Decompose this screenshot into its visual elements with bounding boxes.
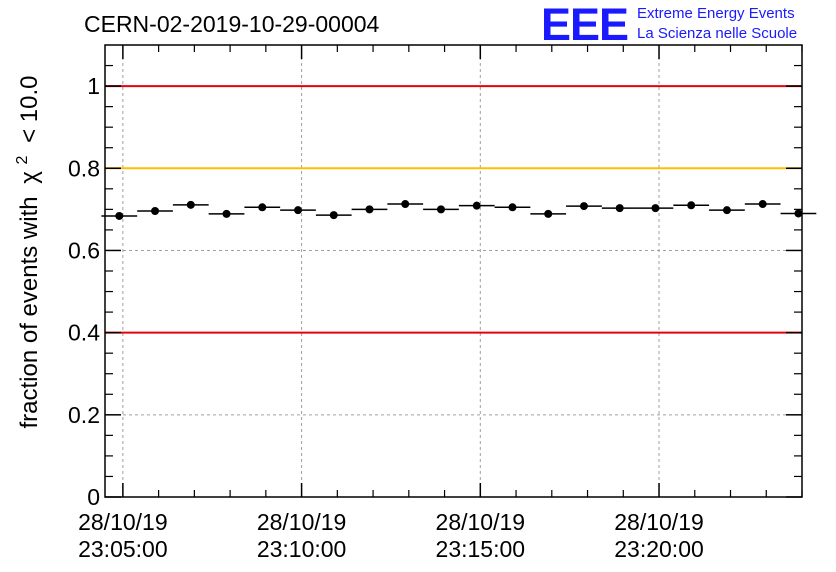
y-axis-label-text: fraction of events with xyxy=(16,196,43,428)
y-tick-label: 0 xyxy=(87,484,100,510)
eee-logo-line1: Extreme Energy Events xyxy=(637,5,795,22)
data-point xyxy=(329,211,338,220)
data-point xyxy=(687,201,696,210)
data-point xyxy=(294,206,303,215)
x-tick-label-date: 28/10/19 xyxy=(436,509,526,535)
y-axis-ticks: 0 0.2 0.4 0.6 0.8 1 xyxy=(68,64,802,510)
x-tick-label-time: 23:15:00 xyxy=(436,536,526,562)
grid-lines xyxy=(105,45,802,497)
eee-logo-mark: EEE xyxy=(541,0,628,50)
data-points xyxy=(101,200,817,220)
data-point xyxy=(544,209,553,218)
data-point xyxy=(794,209,803,218)
y-tick-label: 0.6 xyxy=(68,237,100,263)
x-tick-label-date: 28/10/19 xyxy=(257,509,347,535)
data-point xyxy=(115,211,124,220)
y-tick-label: 1 xyxy=(87,73,100,99)
data-point xyxy=(436,205,445,214)
data-point xyxy=(615,204,624,213)
y-tick-label: 0.2 xyxy=(68,402,100,428)
data-point xyxy=(579,202,588,211)
data-point xyxy=(722,206,731,215)
data-point xyxy=(151,207,160,216)
y-axis-label-power: 2 xyxy=(14,155,31,164)
x-tick-label-date: 28/10/19 xyxy=(78,509,168,535)
data-point xyxy=(258,203,267,212)
y-axis-label-suffix: < 10.0 xyxy=(16,75,43,142)
x-axis-ticks: 28/10/1923:05:0028/10/1923:10:0028/10/19… xyxy=(78,45,803,562)
data-point xyxy=(222,209,231,218)
y-tick-label: 0.8 xyxy=(68,155,100,181)
data-point xyxy=(401,200,410,209)
x-tick-label-date: 28/10/19 xyxy=(614,509,704,535)
eee-logo: EEE Extreme Energy Events La Scienza nel… xyxy=(541,0,797,50)
plot-frame xyxy=(104,44,803,498)
data-point xyxy=(365,205,374,214)
y-axis-label: fraction of events with χ 2 < 10.0 xyxy=(6,75,43,428)
data-point xyxy=(186,200,195,209)
y-tick-label: 0.4 xyxy=(68,320,100,346)
data-point xyxy=(758,200,767,209)
data-point xyxy=(508,203,517,212)
x-tick-label-time: 23:20:00 xyxy=(614,536,704,562)
y-axis-label-symbol: χ xyxy=(16,171,43,184)
data-point xyxy=(472,201,481,210)
x-tick-label-time: 23:10:00 xyxy=(257,536,347,562)
data-point xyxy=(651,204,660,213)
reference-lines xyxy=(105,85,802,334)
eee-logo-line2: La Scienza nelle Scuole xyxy=(637,25,797,42)
x-tick-label-time: 23:05:00 xyxy=(78,536,168,562)
chart-title: CERN-02-2019-10-29-00004 xyxy=(84,11,380,37)
